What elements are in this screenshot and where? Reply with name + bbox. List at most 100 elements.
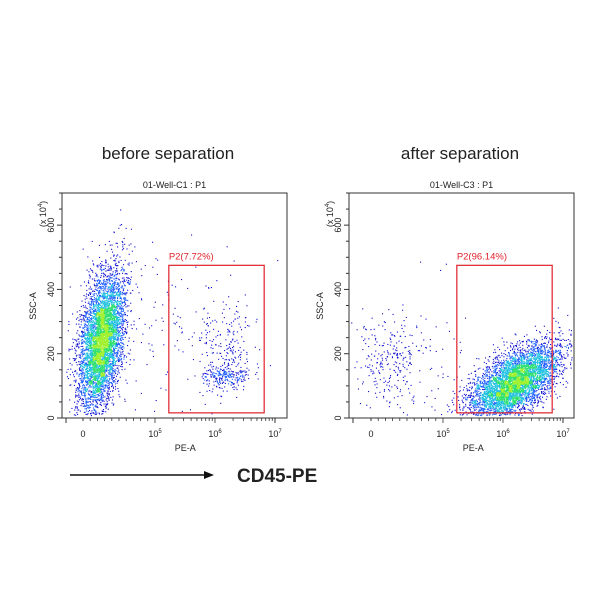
- data-point: [122, 305, 124, 307]
- data-point: [116, 337, 118, 339]
- data-point: [95, 331, 97, 333]
- data-point: [94, 361, 96, 363]
- data-point: [90, 347, 92, 349]
- data-point: [86, 312, 88, 314]
- data-point: [99, 295, 101, 297]
- data-point: [93, 412, 95, 414]
- data-point: [103, 265, 105, 267]
- data-point: [91, 360, 93, 362]
- data-point: [94, 392, 96, 394]
- data-point: [92, 316, 94, 318]
- data-point: [111, 296, 113, 298]
- data-point: [114, 344, 116, 346]
- data-point: [108, 307, 110, 309]
- data-point: [93, 386, 95, 388]
- data-point: [109, 390, 111, 392]
- data-point: [113, 343, 115, 345]
- data-point: [85, 324, 87, 326]
- data-point: [103, 304, 105, 306]
- data-point: [112, 251, 114, 253]
- data-point: [94, 335, 96, 337]
- data-point: [113, 284, 115, 286]
- data-point: [85, 400, 87, 402]
- data-point: [117, 305, 119, 307]
- data-point: [98, 391, 100, 393]
- data-point: [105, 337, 107, 339]
- data-point: [117, 332, 119, 334]
- data-point: [83, 362, 85, 364]
- data-point: [116, 303, 118, 305]
- data-point: [109, 283, 111, 285]
- data-point: [109, 364, 111, 366]
- data-point: [100, 377, 102, 379]
- data-point: [90, 297, 92, 299]
- data-point: [95, 361, 97, 363]
- data-point: [96, 360, 98, 362]
- data-point: [105, 315, 107, 317]
- data-point: [100, 337, 102, 339]
- data-point: [105, 260, 107, 262]
- data-point: [111, 366, 113, 368]
- data-point: [92, 361, 94, 363]
- data-point: [90, 413, 92, 415]
- data-point: [97, 320, 99, 322]
- data-point: [112, 384, 114, 386]
- data-point: [122, 292, 124, 294]
- data-point: [102, 300, 104, 302]
- data-point: [103, 268, 105, 270]
- data-point: [100, 394, 102, 396]
- data-point: [100, 381, 102, 383]
- data-point: [113, 282, 115, 284]
- data-point: [95, 341, 97, 343]
- data-point: [92, 270, 94, 272]
- data-point: [91, 240, 93, 242]
- data-point: [115, 375, 117, 377]
- data-point: [104, 318, 106, 320]
- data-point: [96, 321, 98, 323]
- data-point: [104, 353, 106, 355]
- data-point: [121, 325, 123, 327]
- data-point: [108, 290, 110, 292]
- data-point: [99, 283, 101, 285]
- data-point: [107, 325, 109, 327]
- data-point: [85, 370, 87, 372]
- data-point: [89, 351, 91, 353]
- data-point: [91, 382, 93, 384]
- data-point: [80, 365, 82, 367]
- data-point: [99, 309, 101, 311]
- data-point: [115, 378, 117, 380]
- data-point: [92, 400, 94, 402]
- data-point: [92, 404, 94, 406]
- data-point: [87, 340, 89, 342]
- data-point: [85, 338, 87, 340]
- data-point: [94, 370, 96, 372]
- data-point: [75, 396, 77, 398]
- data-point: [113, 304, 115, 306]
- data-point: [105, 324, 107, 326]
- data-point: [96, 354, 98, 356]
- data-point: [104, 365, 106, 367]
- data-point: [108, 309, 110, 311]
- data-point: [114, 368, 116, 370]
- data-point: [103, 370, 105, 372]
- data-point: [93, 364, 95, 366]
- data-point: [94, 362, 96, 364]
- data-point: [112, 321, 114, 323]
- data-point: [124, 280, 126, 282]
- data-point: [109, 356, 111, 358]
- data-point: [101, 270, 103, 272]
- data-point: [115, 313, 117, 315]
- data-point: [105, 379, 107, 381]
- data-point: [112, 363, 114, 365]
- data-point: [91, 288, 93, 290]
- data-point: [106, 380, 108, 382]
- data-point: [84, 336, 86, 338]
- data-point: [84, 312, 86, 314]
- data-point: [93, 372, 95, 374]
- data-point: [128, 337, 130, 339]
- data-point: [89, 344, 91, 346]
- panel-title-after: after separation: [401, 144, 519, 163]
- data-point: [82, 248, 84, 250]
- data-point: [106, 334, 108, 336]
- data-point: [98, 281, 100, 283]
